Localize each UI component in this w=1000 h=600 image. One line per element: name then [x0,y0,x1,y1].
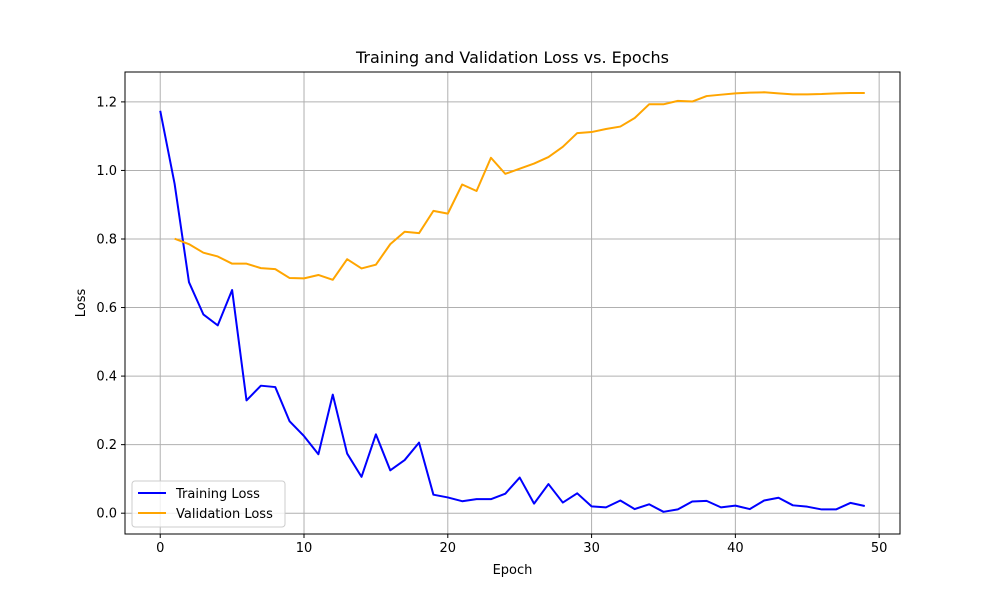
y-tick-label: 0.4 [96,370,117,385]
x-axis-label: Epoch [493,563,533,578]
series-layer [159,91,865,513]
y-tick-label: 0.2 [96,438,117,453]
x-tick-label: 10 [296,541,313,556]
chart-title: Training and Validation Loss vs. Epochs [355,48,669,67]
y-axis-label: Loss [74,289,89,318]
legend-box [131,480,286,528]
series-line-training-loss [159,110,865,513]
series-line-validation-loss [174,91,865,281]
x-tick-label: 40 [727,541,744,556]
legend-label-validation-loss: Validation Loss [176,507,273,522]
x-tick-label: 30 [583,541,600,556]
y-tick-label: 1.2 [96,95,117,110]
legend: Training Loss Validation Loss [131,480,286,528]
grid-lines [125,72,900,534]
plot-frame [124,71,901,535]
x-tick-label: 20 [440,541,457,556]
y-tick-label: 0.8 [96,232,117,247]
x-tick-label: 50 [871,541,888,556]
y-tick-label: 0.6 [96,301,117,316]
y-tick-label: 1.0 [96,164,117,179]
legend-label-training-loss: Training Loss [175,487,260,502]
y-tick-label: 0.0 [96,507,117,522]
axis-ticks: 0 10 20 30 40 50 0.0 0.2 0.4 0.6 0.8 1.0 1.2 [96,95,887,556]
x-tick-label: 0 [156,541,164,556]
